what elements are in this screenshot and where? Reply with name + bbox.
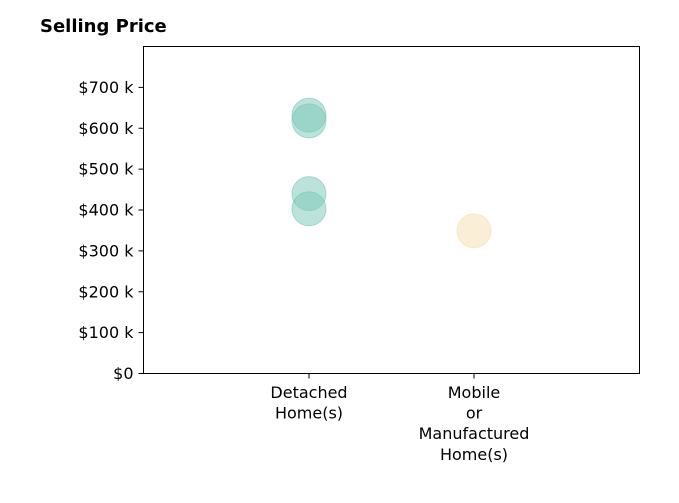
data-point [456,213,492,249]
x-tick-label-line: Home(s) [275,404,343,423]
x-tick-label: Mobile or Manufactured Home(s) [419,383,530,464]
x-tick-label-line: Home(s) [440,445,508,464]
y-tick-label: $100 k [78,323,134,342]
x-axis: Detached Home(s) Mobile or Manufactured Home(… [270,373,530,464]
x-tick-label-line: Manufactured [419,424,530,443]
y-tick-label: $400 k [78,201,134,220]
data-point [291,103,327,139]
data-points [291,97,492,249]
y-tick-label: $200 k [78,282,134,301]
x-tick-label-line: Mobile [448,383,500,402]
chart-title: Selling Price [40,16,167,37]
y-tick-label: $700 k [78,78,134,97]
x-tick-label: Detached Home(s) [270,383,347,423]
x-tick-label-line: Detached [270,383,347,402]
y-tick-label: $500 k [78,160,134,179]
plot-frame [143,46,640,374]
data-point [291,191,327,227]
y-tick-label: $300 k [78,241,134,260]
x-tick-label-line: or [466,404,483,423]
y-tick-label: $0 [113,364,133,383]
y-tick-label: $600 k [78,119,134,138]
y-axis: $0 $100 k $200 k $300 k $400 k $500 k $600 k $7… [78,78,144,383]
